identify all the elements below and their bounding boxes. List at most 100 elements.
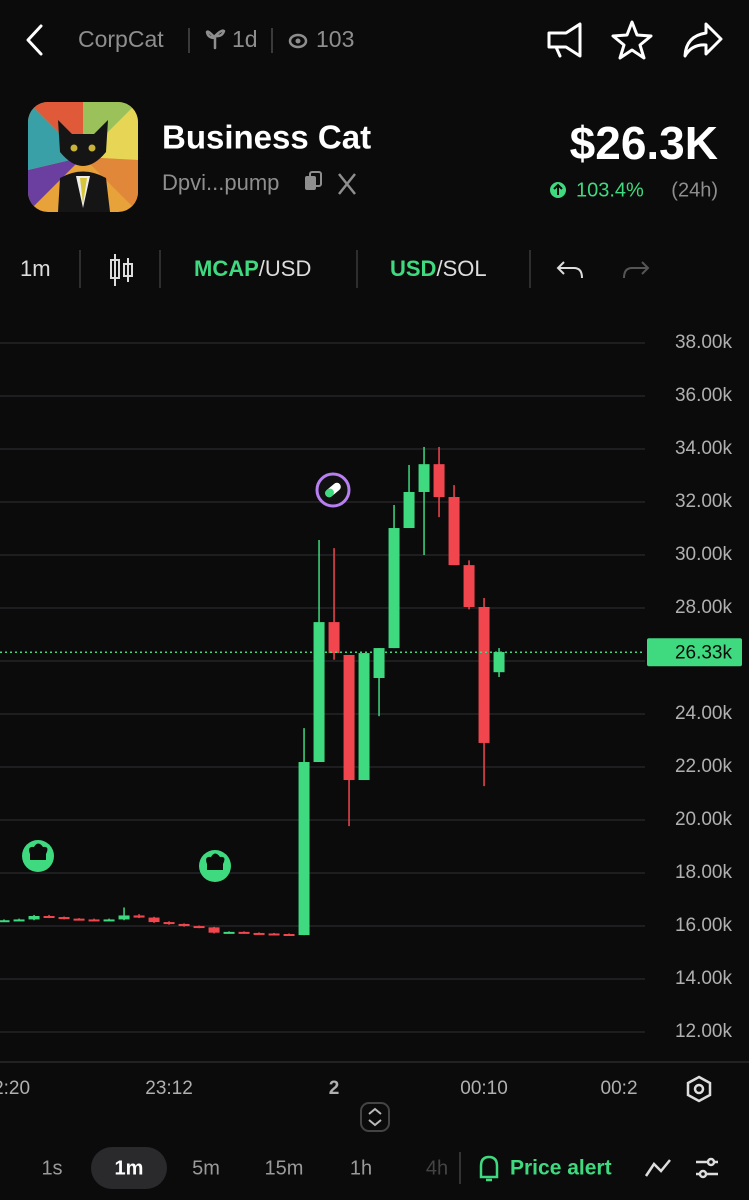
candle-body [433,464,445,498]
y-tick-label: 34.00k [675,438,733,459]
candle-body [118,915,130,920]
candle-body [163,922,175,925]
candle-body [148,917,160,923]
x-tick-label: 2:20 [0,1078,30,1099]
copy-button[interactable] [305,171,322,190]
redo-button[interactable] [623,261,650,279]
mcap-unit: /USD [259,256,312,281]
settings-button[interactable] [696,1157,718,1179]
x-tick-label: 00:10 [460,1078,508,1099]
views: 103 [316,26,354,52]
price-alert: Price alert [510,1157,612,1180]
candle-body [13,919,25,922]
expand-button[interactable] [360,1102,390,1132]
timeframe-button[interactable]: 15m [265,1157,304,1179]
y-tick-label: 16.00k [675,915,733,936]
candle-body [448,497,460,566]
price: $26.3K [570,117,718,169]
candle-body [88,919,100,922]
y-tick-label: 30.00k [675,544,733,565]
x-tick-label: 00:2 [601,1078,638,1099]
timeframe-button[interactable]: 1h [350,1157,372,1179]
y-tick-label: 28.00k [675,597,733,618]
x-axis: 2:20 23:12 2 00:10 00:2 [0,1078,638,1099]
y-tick-label: 12.00k [675,1021,733,1042]
mcap-toggle[interactable]: MCAP/USD [194,256,311,281]
mcap: MCAP [194,256,259,281]
candle-body [313,622,325,763]
timeframe-button[interactable]: 4h [426,1157,448,1179]
sprout-icon [205,29,226,50]
usd-unit: /SOL [436,256,486,281]
dev-marker[interactable] [22,840,54,872]
indicator-button[interactable] [644,1159,671,1177]
dev-marker[interactable] [199,850,231,882]
candle-body [328,622,340,654]
token-address: Dpvi...pump [162,170,279,195]
candle-body [0,920,10,923]
currency-toggle[interactable]: USD/SOL [390,256,487,281]
candle-body [478,606,490,743]
pill-marker[interactable] [315,472,351,508]
candle-body [103,919,115,922]
megaphone-button[interactable] [547,22,582,58]
candle-body [418,464,430,492]
timeframes: 1s 1m 5m 15m 1h 4h [41,1157,448,1179]
y-tick-label: 22.00k [675,756,733,777]
candle-body [43,915,55,918]
y-tick-label: 36.00k [675,385,733,406]
candles: 26.33k [0,446,742,937]
price-alert-button[interactable]: Price alert [479,1155,612,1182]
candle-body [253,932,265,935]
candle-body [73,918,85,921]
ticker: CorpCat [78,26,164,52]
age: 1d [232,26,258,52]
x-link[interactable] [338,173,356,195]
share-button[interactable] [683,22,723,58]
candle-body [373,648,385,679]
interval[interactable]: 1m [20,256,51,281]
candle-body [178,923,190,927]
undo-button[interactable] [556,261,583,279]
last-price-tag [647,638,742,667]
candle-body [343,654,355,781]
candle-body [298,762,310,936]
eye-icon [288,33,308,49]
candle-body [28,915,40,920]
change-period: (24h) [671,179,718,201]
timeframe-button[interactable]: 1s [41,1157,62,1179]
usd: USD [390,256,436,281]
candle-body [238,931,250,934]
favorite-button[interactable] [611,20,653,60]
candle-body [133,915,145,918]
timeframe-button[interactable]: 1m [115,1157,144,1179]
candle-body [268,933,280,936]
y-tick-label: 20.00k [675,809,733,830]
y-tick-label: 18.00k [675,862,733,883]
candle-type-button[interactable] [110,254,133,286]
candle-body [283,934,295,937]
back-button[interactable] [26,24,43,56]
timeframe-button[interactable]: 5m [192,1157,220,1179]
candle-body [493,652,505,673]
x-tick-label: 2 [329,1078,340,1099]
y-tick-label: 24.00k [675,703,733,724]
last-price-label: 26.33k [675,642,733,663]
candle-body [223,931,235,934]
price-change: 103.4% [576,179,644,201]
avatar [28,102,138,212]
candle-body [463,565,475,607]
candle-body [193,926,205,929]
x-tick-label: 23:12 [145,1078,193,1099]
y-tick-label: 38.00k [675,332,733,353]
token-name: Business Cat [162,119,371,156]
y-tick-label: 14.00k [675,968,733,989]
chart-settings-button[interactable] [686,1075,712,1103]
active-timeframe [91,1147,167,1189]
candle-body [58,917,70,920]
candle-body [403,491,415,529]
up-arrow [553,183,563,195]
candle-body [388,528,400,649]
candle-body [208,927,220,933]
